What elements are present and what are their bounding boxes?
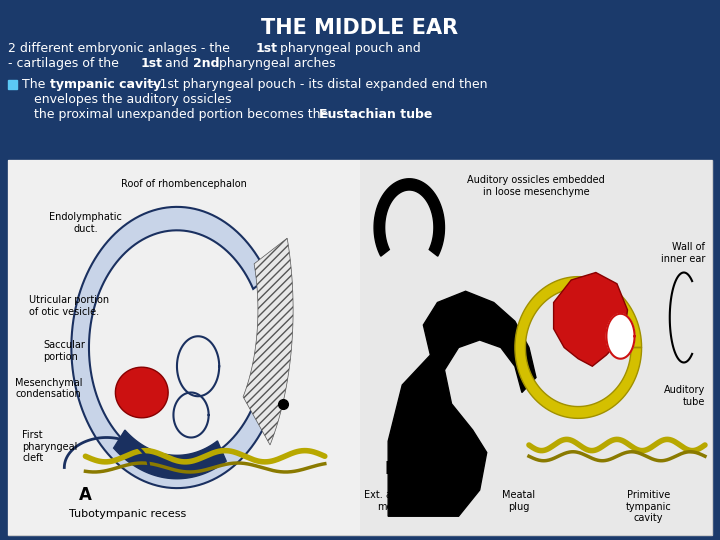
Text: 1st: 1st: [256, 42, 278, 55]
Text: 2 different embryonic anlages - the: 2 different embryonic anlages - the: [8, 42, 234, 55]
Text: pharyngeal pouch and: pharyngeal pouch and: [276, 42, 420, 55]
Polygon shape: [606, 314, 634, 359]
Polygon shape: [243, 238, 293, 445]
Text: A: A: [79, 486, 92, 504]
Bar: [8, 160, 360, 535]
Polygon shape: [71, 207, 269, 488]
Polygon shape: [115, 367, 168, 418]
Text: tympanic cavity: tympanic cavity: [50, 78, 161, 91]
Bar: [8, 160, 712, 535]
Text: Saccular
portion: Saccular portion: [43, 340, 85, 362]
Text: pharyngeal arches: pharyngeal arches: [215, 57, 336, 70]
Text: Utricular portion
of otic vesicle.: Utricular portion of otic vesicle.: [29, 295, 109, 316]
Text: - 1st pharyngeal pouch - its distal expanded end then: - 1st pharyngeal pouch - its distal expa…: [147, 78, 487, 91]
Text: Auditory ossicles embedded
in loose mesenchyme: Auditory ossicles embedded in loose mese…: [467, 175, 605, 197]
Text: 2nd: 2nd: [193, 57, 220, 70]
Text: Wall of
inner ear: Wall of inner ear: [660, 242, 705, 264]
Text: B: B: [384, 460, 397, 478]
Text: First
pharyngeal
cleft: First pharyngeal cleft: [22, 430, 78, 463]
Text: Auditory
tube: Auditory tube: [664, 385, 705, 407]
Text: and: and: [161, 57, 193, 70]
Text: The: The: [22, 78, 50, 91]
Text: Roof of rhombencephalon: Roof of rhombencephalon: [121, 179, 247, 189]
Text: Mesenchymal
condensation: Mesenchymal condensation: [15, 377, 83, 399]
Polygon shape: [554, 273, 628, 366]
Polygon shape: [114, 430, 226, 479]
Text: the proximal unexpanded portion becomes the: the proximal unexpanded portion becomes …: [34, 108, 332, 121]
Polygon shape: [388, 291, 536, 516]
Text: - cartilages of the: - cartilages of the: [8, 57, 123, 70]
Text: Tubotympanic recess: Tubotympanic recess: [69, 509, 186, 519]
Text: Eustachian tube: Eustachian tube: [319, 108, 433, 121]
Text: Endolymphatic
duct.: Endolymphatic duct.: [49, 213, 122, 234]
Text: THE MIDDLE EAR: THE MIDDLE EAR: [261, 18, 459, 38]
Text: envelopes the auditory ossicles: envelopes the auditory ossicles: [34, 93, 232, 106]
Bar: [8, 80, 17, 89]
Text: Primitive
tympanic
cavity: Primitive tympanic cavity: [626, 490, 672, 523]
Polygon shape: [515, 276, 642, 418]
Polygon shape: [374, 179, 444, 256]
Bar: [360, 160, 712, 535]
Text: Ext. auditory
meatus: Ext. auditory meatus: [364, 490, 426, 511]
Text: 1st: 1st: [141, 57, 163, 70]
Text: Meatal
plug: Meatal plug: [502, 490, 535, 511]
